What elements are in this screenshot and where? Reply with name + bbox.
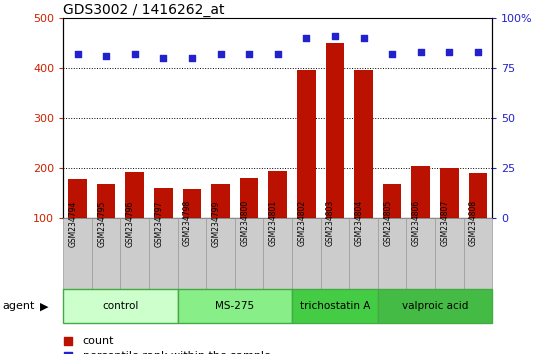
- Text: GSM234803: GSM234803: [326, 200, 335, 246]
- Point: [416, 49, 425, 55]
- Bar: [268, 171, 287, 268]
- Text: GSM234797: GSM234797: [155, 200, 163, 247]
- Bar: [63, 289, 178, 323]
- Bar: [297, 70, 316, 268]
- Bar: [68, 179, 87, 268]
- Text: ▶: ▶: [40, 301, 48, 311]
- Text: percentile rank within the sample: percentile rank within the sample: [82, 352, 271, 354]
- Point: [474, 49, 482, 55]
- Text: GSM234807: GSM234807: [441, 200, 449, 246]
- Bar: [149, 218, 178, 289]
- Point: [159, 55, 168, 61]
- Bar: [349, 218, 378, 289]
- Bar: [354, 70, 373, 268]
- Text: valproic acid: valproic acid: [402, 301, 468, 311]
- Text: control: control: [102, 301, 139, 311]
- Text: GSM234801: GSM234801: [269, 200, 278, 246]
- Text: count: count: [82, 336, 114, 346]
- Point: [302, 35, 311, 41]
- Text: GSM234805: GSM234805: [383, 200, 392, 246]
- Bar: [321, 218, 349, 289]
- Text: GSM234800: GSM234800: [240, 200, 249, 246]
- Bar: [97, 184, 116, 268]
- Bar: [383, 184, 402, 268]
- Text: GSM234795: GSM234795: [97, 200, 106, 247]
- Text: GSM234796: GSM234796: [126, 200, 135, 247]
- Point: [359, 35, 368, 41]
- Point: [188, 55, 196, 61]
- Bar: [469, 173, 487, 268]
- Bar: [206, 218, 235, 289]
- Bar: [183, 189, 201, 268]
- Bar: [464, 218, 492, 289]
- Bar: [263, 218, 292, 289]
- Point: [312, 141, 321, 147]
- Bar: [292, 218, 321, 289]
- Point: [216, 51, 225, 57]
- Point: [245, 51, 254, 57]
- Point: [312, 286, 321, 292]
- Point: [331, 33, 339, 39]
- Text: GSM234806: GSM234806: [412, 200, 421, 246]
- Text: MS-275: MS-275: [215, 301, 255, 311]
- Bar: [378, 218, 406, 289]
- Point: [102, 53, 111, 58]
- Point: [445, 49, 454, 55]
- Point: [388, 51, 397, 57]
- Bar: [178, 289, 292, 323]
- Bar: [63, 218, 92, 289]
- Text: GSM234808: GSM234808: [469, 200, 478, 246]
- Bar: [120, 218, 149, 289]
- Bar: [92, 218, 120, 289]
- Bar: [411, 166, 430, 268]
- Text: GDS3002 / 1416262_at: GDS3002 / 1416262_at: [63, 3, 225, 17]
- Text: trichostatin A: trichostatin A: [300, 301, 370, 311]
- Bar: [292, 289, 378, 323]
- Bar: [326, 43, 344, 268]
- Text: GSM234799: GSM234799: [212, 200, 221, 247]
- Bar: [240, 178, 258, 268]
- Text: GSM234794: GSM234794: [69, 200, 78, 247]
- Bar: [211, 184, 230, 268]
- Bar: [440, 168, 459, 268]
- Point: [273, 51, 282, 57]
- Text: GSM234804: GSM234804: [355, 200, 364, 246]
- Text: GSM234798: GSM234798: [183, 200, 192, 246]
- Point: [73, 51, 82, 57]
- Bar: [435, 218, 464, 289]
- Bar: [178, 218, 206, 289]
- Bar: [125, 172, 144, 268]
- Bar: [154, 188, 173, 268]
- Bar: [378, 289, 492, 323]
- Text: agent: agent: [3, 301, 35, 311]
- Text: GSM234802: GSM234802: [298, 200, 306, 246]
- Bar: [406, 218, 435, 289]
- Point: [130, 51, 139, 57]
- Bar: [235, 218, 263, 289]
